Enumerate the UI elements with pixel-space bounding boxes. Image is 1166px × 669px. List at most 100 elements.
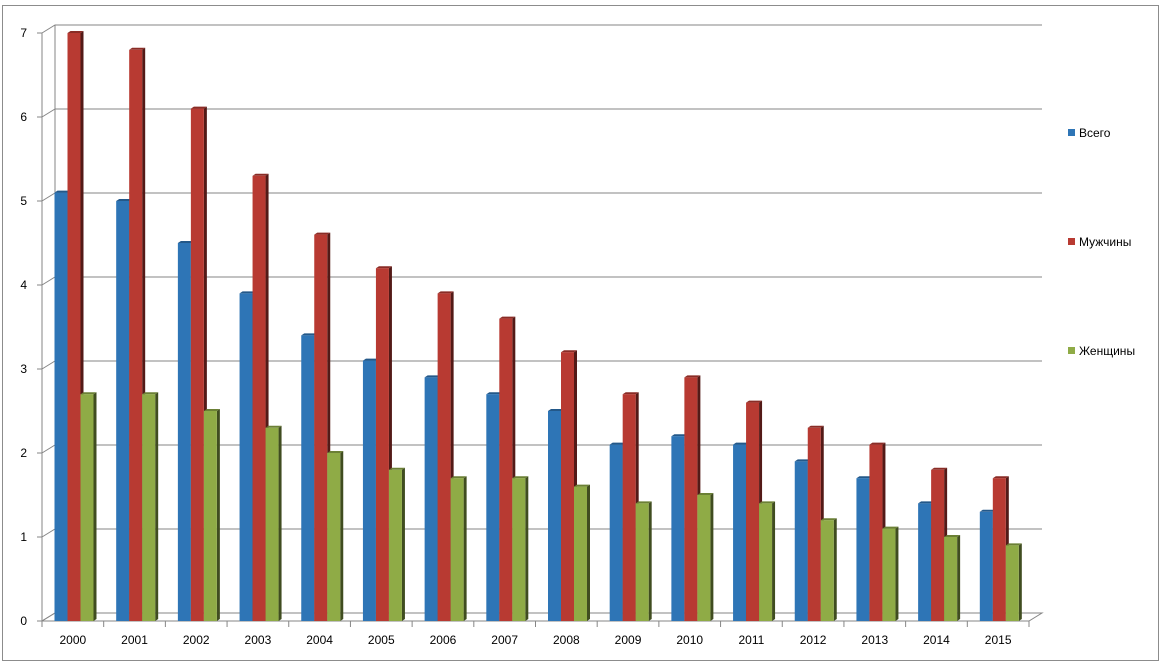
bar-top [684,375,701,378]
bar-top [67,31,84,33]
y-tick-label: 2 [20,446,27,460]
bar-front [918,503,932,621]
y-tick-label: 7 [20,26,27,40]
bar-side [833,518,837,621]
bar-2006-2 [450,476,467,621]
bar-front [190,108,204,622]
bar-front [424,377,438,621]
legend-swatch [1068,129,1075,136]
bar-front [931,469,945,621]
x-tick-label: 2002 [183,633,210,647]
bar-front [856,478,870,621]
bar-top [561,350,577,353]
gridline [41,24,1042,34]
bar-top [609,442,626,445]
x-tick-label: 2004 [306,633,333,647]
legend-label: Всего [1079,126,1111,140]
bar-top [869,442,886,445]
bar-front [512,478,526,621]
bar-2003-2 [265,425,282,621]
bar-top [733,442,750,445]
bar-2007-2 [512,476,529,621]
bar-side [587,484,590,621]
bar-side [710,493,714,621]
bar-side [772,501,776,621]
legend-label: Мужчины [1079,235,1131,249]
bar-top [203,409,220,411]
x-tick-label: 2003 [245,633,272,647]
bar-front [820,520,834,621]
bar-top [54,190,71,193]
y-tick-label: 5 [20,194,27,208]
y-tick-label: 3 [20,362,27,376]
bar-top [190,106,207,109]
bar-side [93,392,97,621]
x-tick-label: 2009 [615,633,642,647]
bar-top [574,484,590,487]
bar-top [1005,543,1022,546]
bar-top [252,173,269,176]
bar-top [177,241,194,243]
bar-2015-2 [1005,543,1022,621]
bar-2012-2 [820,518,837,621]
bar-front [375,268,389,621]
x-tick-label: 2006 [430,633,457,647]
bar-front [203,411,217,621]
bar-front [684,377,698,621]
bar-front [635,503,649,621]
bar-top [944,535,961,537]
bar-front [450,478,464,621]
bar-front [1005,545,1019,621]
bars [54,31,1022,622]
bar-front [992,478,1006,621]
bar-top [820,518,837,521]
bar-2002-2 [203,409,220,621]
x-tick-label: 2015 [985,633,1012,647]
bar-top [548,409,564,411]
bar-top [116,199,133,201]
bar-2000-2 [80,392,97,621]
bar-front [609,444,623,621]
bar-top [794,459,811,462]
bar-top [671,434,688,437]
bar-front [129,49,143,622]
bar-top [327,451,344,453]
bar-front [116,201,130,621]
bar-front [733,444,747,621]
x-tick-label: 2001 [121,633,148,647]
bar-front [327,453,341,621]
bar-front [574,486,587,621]
bar-top [239,291,256,294]
x-tick-label: 2008 [553,633,580,647]
bar-2004-2 [327,451,344,621]
bar-front [794,461,808,621]
bar-top [265,425,282,428]
bar-front [314,234,328,621]
bar-side [1018,543,1022,621]
bar-side [463,476,467,621]
x-tick-label: 2010 [676,633,703,647]
bar-top [80,392,97,395]
bar-2010-2 [697,493,714,621]
bar-front [869,444,883,621]
bar-side [340,451,344,621]
bar-top [301,333,318,336]
bar-top [635,501,652,504]
bar-2014-2 [944,535,961,621]
bar-side [525,476,529,621]
x-tick-label: 2014 [923,633,950,647]
y-tick-label: 4 [20,278,27,292]
bar-top [499,316,516,319]
bar-top [697,493,714,495]
bar-front [622,394,636,621]
y-tick-label: 0 [20,614,27,628]
bar-top [486,392,503,395]
bar-top [450,476,467,479]
bar-top [388,467,405,470]
bar-front [67,33,81,621]
legend-swatch [1068,238,1075,245]
bar-front [388,469,402,621]
legend: Всего Мужчины Женщины [1068,126,1135,358]
bar-top [375,266,392,269]
